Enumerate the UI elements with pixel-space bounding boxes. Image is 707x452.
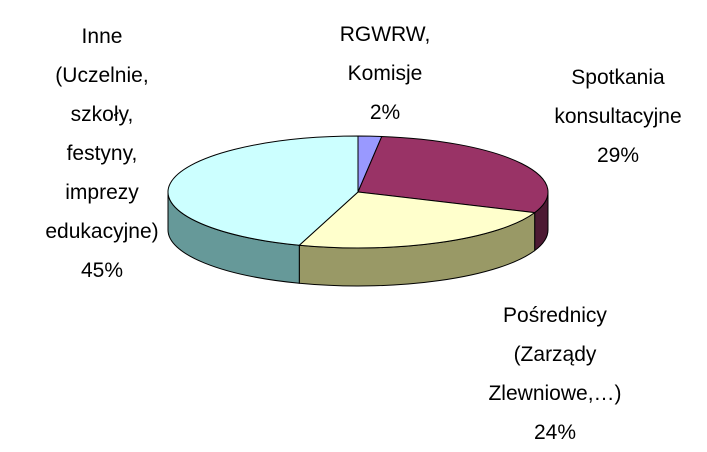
label-percent: 29% xyxy=(596,144,640,167)
data-label: Spotkania konsultacyjne 29% xyxy=(554,58,681,175)
label-percent: 45% xyxy=(80,259,124,282)
slice xyxy=(298,191,536,249)
label-percent: 24% xyxy=(533,421,577,444)
data-label: RGWRW, Komisje 2% xyxy=(340,15,431,132)
slice xyxy=(357,135,549,214)
label-category: Inne (Uczelnie, szkoły, festyny, imprezy… xyxy=(45,25,159,243)
label-category: RGWRW, Komisje xyxy=(339,23,431,85)
label-category: Pośrednicy (Zarządy Zlewniowe,…) xyxy=(488,304,622,405)
data-label: Pośrednicy (Zarządy Zlewniowe,…) 24% xyxy=(488,296,621,452)
label-category: Spotkania konsultacyjne xyxy=(554,66,682,128)
data-label: Inne (Uczelnie, szkoły, festyny, imprezy… xyxy=(45,17,158,290)
slice xyxy=(167,135,359,246)
label-percent: 2% xyxy=(369,101,401,124)
